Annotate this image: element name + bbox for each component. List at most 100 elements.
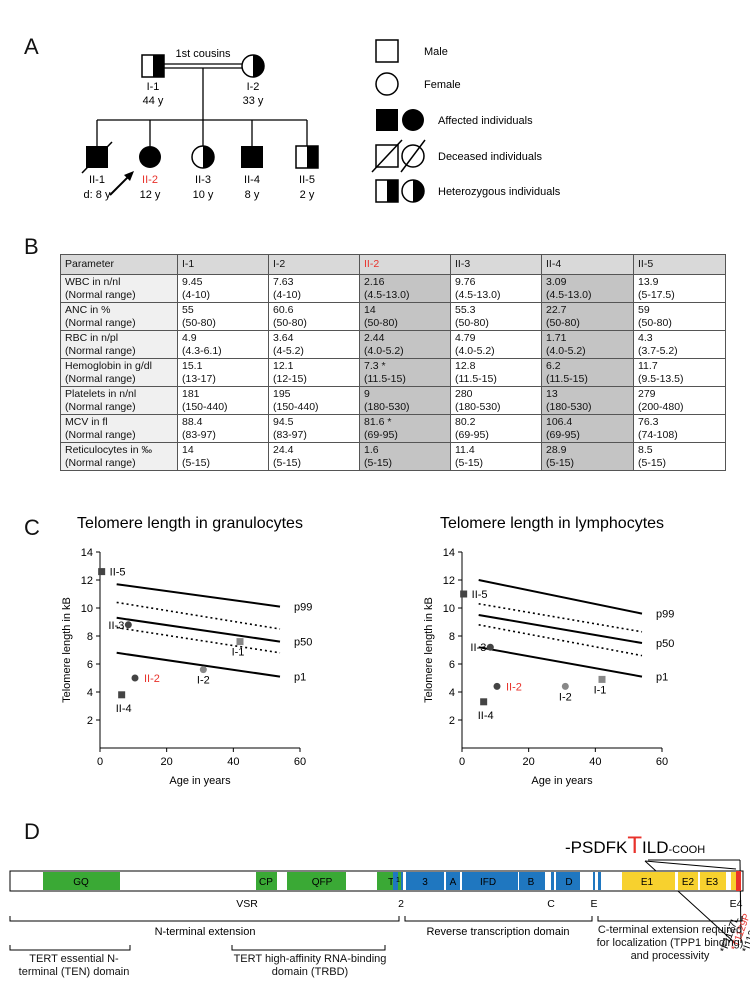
domain-block [287, 872, 297, 890]
pedigree-II-3: II-3 10 y [191, 145, 215, 201]
y-tick-label: 14 [81, 547, 93, 559]
x-axis-label: Age in years [531, 775, 593, 787]
domain-label: 3 [422, 877, 428, 888]
table-cell: 280 (180-530) [450, 386, 542, 415]
percentile-line [116, 651, 281, 678]
data-point-label: II-4 [116, 703, 132, 715]
table-row: ANC in % (Normal range) 55 (50-80) 60.6 (50-8… [60, 302, 726, 331]
svg-text:II-4: II-4 [244, 174, 260, 186]
data-point [493, 682, 501, 690]
table-cell: 76.3 (74-108) [633, 414, 726, 443]
svg-text:44 y: 44 y [143, 95, 164, 107]
y-tick-label: 14 [443, 547, 455, 559]
region-label-c-terminal: C-terminal extension required for locali… [597, 924, 744, 962]
table-cell: 8.5 (5-15) [633, 442, 726, 471]
x-tick-label: 60 [656, 756, 668, 768]
region-label: N-terminal extension [155, 926, 256, 938]
table-cell-parameter: RBC in n/pl (Normal range) [60, 330, 178, 359]
x-tick-label: 20 [161, 756, 173, 768]
table-row: RBC in n/pl (Normal range) 4.9 (4.3-6.1) 3.6… [60, 330, 726, 359]
table-cell: 1.6 (5-15) [359, 442, 451, 471]
table-cell-parameter: WBC in n/nl (Normal range) [60, 274, 178, 303]
table-cell: 3.64 (4-5.2) [268, 330, 360, 359]
percentile-line [116, 626, 281, 654]
domain-label: E3 [706, 877, 719, 888]
svg-text:8 y: 8 y [245, 189, 260, 201]
percentile-label: p99 [656, 609, 674, 621]
panel-label-c: C [24, 515, 40, 540]
table-row: Platelets in n/nl (Normal range) 181 (150-4… [60, 386, 726, 415]
x-tick-label: 40 [589, 756, 601, 768]
data-point-label: II-3 [470, 642, 486, 654]
pedigree-diagram: 1st cousins I-1 44 y I-2 33 y II-1 d: 8 … [81, 39, 561, 203]
percentile-label: p50 [294, 637, 312, 649]
x-tick-label: 40 [227, 756, 239, 768]
pedigree-II-2: II-2 12 y [109, 146, 161, 201]
domain-block [43, 872, 120, 890]
mutation-label: *I1130V [740, 917, 750, 954]
domain-label: GQ [73, 877, 89, 888]
x-axis-label: Age in years [169, 775, 231, 787]
table-cell-parameter: Hemoglobin in g/dl (Normal range) [60, 358, 178, 387]
domain-block [731, 872, 736, 890]
data-point [236, 638, 244, 646]
pedigree-legend: Male Female Affected individuals Decease… [371, 39, 561, 203]
table-cell: 106.4 (69-95) [541, 414, 634, 443]
subregion-ten: TERT essential N-terminal (TEN) domain [19, 953, 130, 978]
svg-text:12 y: 12 y [140, 189, 161, 201]
x-tick-label: 60 [294, 756, 306, 768]
svg-text:d: 8 y: d: 8 y [84, 189, 111, 201]
table-cell: 195 (150-440) [268, 386, 360, 415]
data-point-label: I-1 [232, 647, 245, 659]
svg-text:Affected individuals: Affected individuals [438, 115, 533, 127]
table-header: II-5 [633, 254, 726, 275]
table-cell: 4.9 (4.3-6.1) [177, 330, 269, 359]
domain-label: A [450, 877, 457, 888]
data-point [480, 698, 488, 706]
y-tick-label: 4 [449, 687, 455, 699]
table-cell: 2.16 (4.5-13.0) [359, 274, 451, 303]
lymphocyte-telomere-chart: Telomere length in lymphocytes 2 4 6 8 10 12 14… [423, 515, 674, 787]
table-cell-parameter: ANC in % (Normal range) [60, 302, 178, 331]
table-cell: 3.09 (4.5-13.0) [541, 274, 634, 303]
y-tick-label: 12 [81, 575, 93, 587]
percentile-line [478, 579, 643, 615]
table-cell: 9.45 (4-10) [177, 274, 269, 303]
domain-block [551, 872, 554, 890]
table-cell: 80.2 (69-95) [450, 414, 542, 443]
table-cell: 279 (200-480) [633, 386, 726, 415]
data-point-label: I-2 [559, 691, 572, 703]
y-tick-label: 2 [449, 715, 455, 727]
table-cell-parameter: Platelets in n/nl (Normal range) [60, 386, 178, 415]
motif-label: VSR [236, 898, 258, 910]
table-cell: 81.6 * (69-95) [359, 414, 451, 443]
proband-arrow [109, 174, 131, 196]
y-axis-label: Telomere length in kB [61, 597, 73, 703]
percentile-line [116, 616, 281, 643]
data-point-label: II-2 [506, 681, 522, 693]
table-cell-parameter: Reticulocytes in ‰ (Normal range) [60, 442, 178, 471]
data-point-label: II-4 [478, 710, 494, 722]
svg-text:10 y: 10 y [193, 189, 214, 201]
domain-block [393, 872, 398, 890]
motif-label: 2 [398, 898, 404, 910]
table-cell: 28.9 (5-15) [541, 442, 634, 471]
domain-label: B [528, 877, 535, 888]
svg-text:Male: Male [424, 46, 448, 58]
svg-text:II-2: II-2 [142, 174, 158, 186]
table-cell-parameter: MCV in fl (Normal range) [60, 414, 178, 443]
table-cell: 12.8 (11.5-15) [450, 358, 542, 387]
percentile-line [116, 601, 281, 630]
svg-text:2 y: 2 y [300, 189, 315, 201]
domain-block [446, 872, 460, 890]
table-row: Reticulocytes in ‰ (Normal range) 14 (5-15)… [60, 442, 726, 471]
table-cell: 4.79 (4.0-5.2) [450, 330, 542, 359]
pedigree-II-4: II-4 8 y [241, 146, 263, 201]
data-point-label: I-1 [594, 684, 607, 696]
data-point-label: II-5 [472, 589, 488, 601]
chart-title: Telomere length in granulocytes [77, 515, 303, 532]
table-cell: 13 (180-530) [541, 386, 634, 415]
domain-block [297, 872, 346, 890]
table-cell: 181 (150-440) [177, 386, 269, 415]
mutation-site-marker [736, 871, 741, 891]
